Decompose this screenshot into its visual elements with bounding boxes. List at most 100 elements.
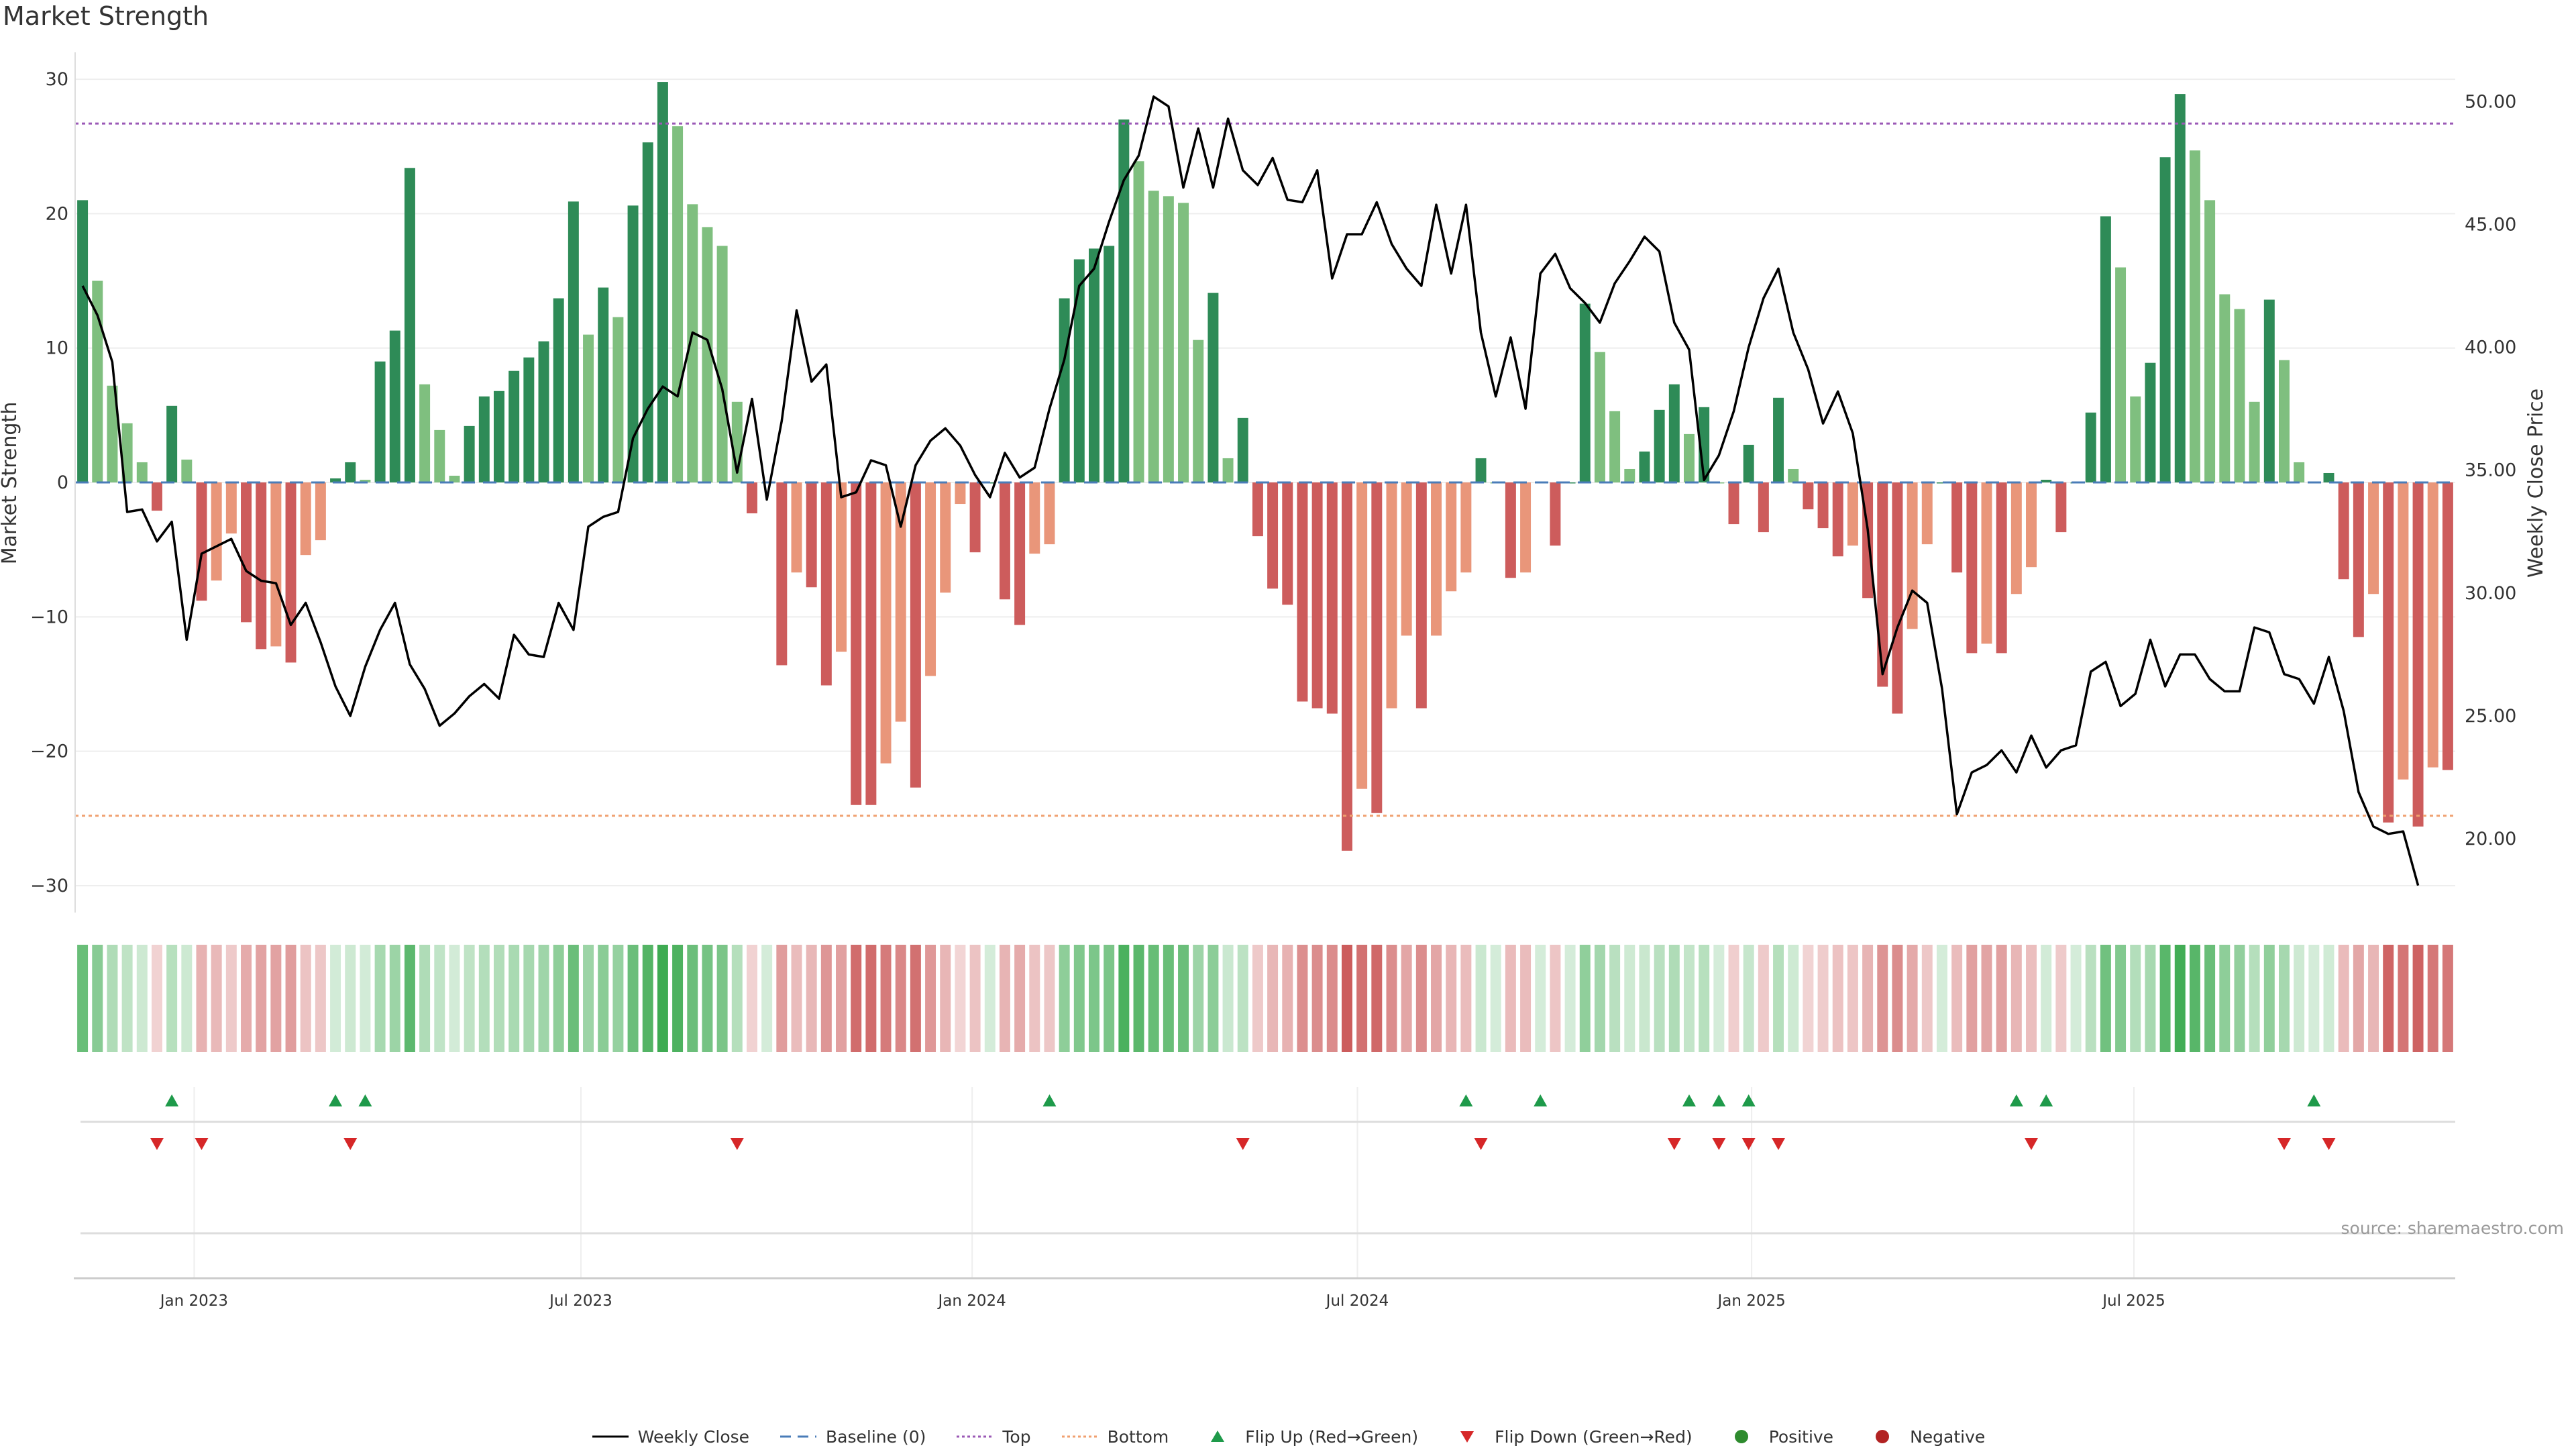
strength-bar xyxy=(1326,482,1338,714)
strength-bar xyxy=(583,334,594,482)
strength-bar xyxy=(2055,482,2067,533)
heat-cell xyxy=(315,945,326,1052)
heat-cell xyxy=(1654,945,1665,1052)
strength-bar xyxy=(1178,203,1189,482)
heat-cell xyxy=(1699,945,1710,1052)
strength-bar xyxy=(836,482,847,652)
flip-up-marker xyxy=(2039,1094,2053,1106)
strength-bar xyxy=(746,482,757,514)
weekly-close-line xyxy=(81,95,2420,886)
strength-bar xyxy=(776,482,788,666)
y-tick-label: 30 xyxy=(46,69,68,90)
strength-bar xyxy=(940,482,951,593)
heat-cell xyxy=(1981,945,1992,1052)
heat-cell xyxy=(2398,945,2409,1052)
strength-bar xyxy=(1817,482,1829,529)
heat-cell xyxy=(1386,945,1397,1052)
heat-cell xyxy=(2085,945,2096,1052)
strength-bar xyxy=(1163,196,1174,482)
flip-down-marker xyxy=(150,1138,164,1150)
heat-cell xyxy=(464,945,475,1052)
strength-bar xyxy=(1431,482,1442,636)
heat-cell xyxy=(523,945,535,1052)
y-tick-label: 10 xyxy=(46,338,68,359)
heat-cell xyxy=(1208,945,1219,1052)
strength-bar xyxy=(791,482,802,573)
strength-bar xyxy=(716,246,728,482)
strength-bar xyxy=(2234,309,2245,482)
strength-bar xyxy=(360,479,371,482)
line-icon xyxy=(957,1435,994,1438)
heat-cell xyxy=(196,945,207,1052)
strength-bar xyxy=(1639,451,1650,482)
strength-bar xyxy=(2204,200,2216,482)
strength-bar xyxy=(1654,409,1665,482)
heat-cell xyxy=(1788,945,1799,1052)
strength-bar xyxy=(1668,384,1680,482)
flip-down-marker xyxy=(730,1138,744,1150)
strength-bar xyxy=(256,482,267,650)
strength-bar xyxy=(211,482,222,581)
heat-cell xyxy=(1520,945,1532,1052)
heat-cell xyxy=(1326,945,1338,1052)
circle-icon xyxy=(1734,1430,1748,1443)
heat-cell xyxy=(1832,945,1843,1052)
flip-up-marker xyxy=(165,1094,179,1106)
strength-bar xyxy=(2085,412,2096,482)
legend-label: Weekly Close xyxy=(637,1427,750,1447)
y2-tick-label: 35.00 xyxy=(2465,460,2516,481)
heat-cell xyxy=(1104,945,1115,1052)
heat-cell xyxy=(925,945,936,1052)
strength-bar xyxy=(1609,411,1621,482)
heat-cell xyxy=(2041,945,2052,1052)
heat-cell xyxy=(538,945,549,1052)
heat-cell xyxy=(1743,945,1754,1052)
strength-bar xyxy=(478,396,490,482)
heat-cell xyxy=(791,945,802,1052)
heat-cell xyxy=(2189,945,2200,1052)
heat-cell xyxy=(1773,945,1784,1052)
heat-cell xyxy=(1401,945,1412,1052)
heat-cell xyxy=(672,945,684,1052)
strength-bar xyxy=(1773,397,1784,482)
heat-cell xyxy=(2383,945,2394,1052)
triangle-down-icon xyxy=(1460,1431,1474,1443)
strength-bar xyxy=(1996,482,2007,654)
heat-cell xyxy=(478,945,490,1052)
strength-bar xyxy=(657,82,668,483)
flip-up-marker xyxy=(1459,1094,1473,1106)
heat-cell xyxy=(1564,945,1576,1052)
heat-cell xyxy=(1594,945,1605,1052)
heat-cell xyxy=(2249,945,2260,1052)
heat-cell xyxy=(1892,945,1903,1052)
heat-cell xyxy=(1118,945,1130,1052)
x-tick-label: Jan 2024 xyxy=(936,1292,1006,1310)
strength-bar xyxy=(702,227,713,482)
y2-tick-label: 25.00 xyxy=(2465,706,2516,727)
x-tick-label: Jan 2025 xyxy=(1716,1292,1785,1310)
strength-bar xyxy=(865,482,877,805)
strength-bar xyxy=(107,385,118,482)
x-tick-label: Jul 2025 xyxy=(2101,1292,2165,1310)
y-tick-label: −10 xyxy=(30,607,68,627)
heat-cell xyxy=(851,945,862,1052)
strength-bar xyxy=(1208,293,1219,482)
strength-bar xyxy=(1475,458,1487,482)
strength-bar xyxy=(1089,248,1099,482)
strength-bar xyxy=(494,391,504,482)
strength-bar xyxy=(2323,472,2334,482)
heat-cell xyxy=(1029,945,1040,1052)
heat-cell xyxy=(1193,945,1204,1052)
strength-bar xyxy=(2368,482,2379,594)
heat-cell xyxy=(330,945,341,1052)
line-icon xyxy=(780,1435,817,1438)
strength-bar xyxy=(1743,444,1754,482)
strength-bar xyxy=(1803,482,1814,510)
strength-bar xyxy=(166,405,178,482)
x-tick-label: Jan 2023 xyxy=(159,1292,228,1310)
heat-cell xyxy=(642,945,653,1052)
strength-bar xyxy=(1148,191,1159,482)
legend-item-positive: Positive xyxy=(1722,1427,1833,1447)
strength-bar xyxy=(1356,482,1368,789)
